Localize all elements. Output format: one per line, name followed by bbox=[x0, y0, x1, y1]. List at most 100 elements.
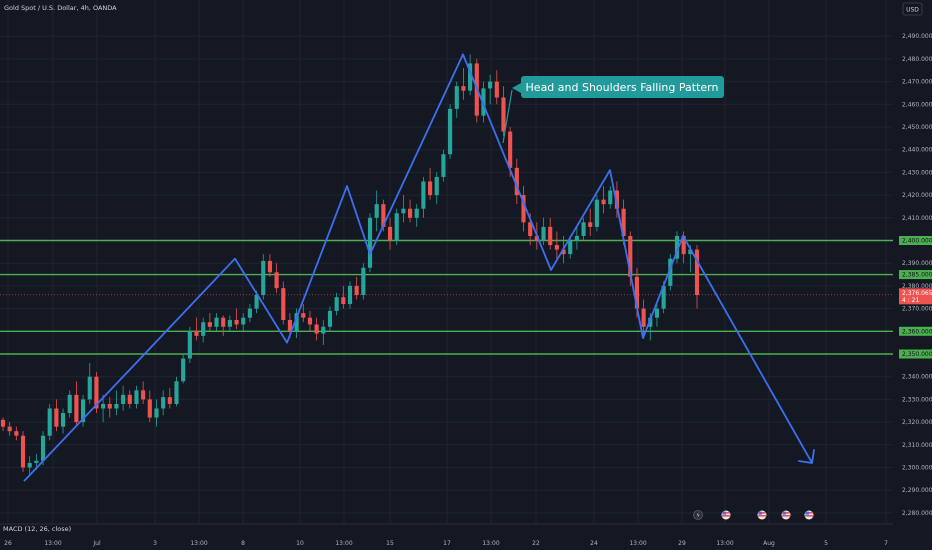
candle-body bbox=[67, 394, 72, 414]
candle-body bbox=[14, 431, 19, 436]
time-tick-label: Jul bbox=[92, 540, 101, 547]
candle-body bbox=[461, 86, 466, 91]
candle-body bbox=[407, 208, 413, 218]
annotation-box bbox=[521, 76, 724, 98]
candle-body bbox=[534, 235, 539, 241]
candle-body bbox=[221, 317, 226, 327]
candle-body bbox=[674, 235, 680, 259]
candle-body bbox=[401, 208, 406, 214]
candle-body bbox=[421, 181, 426, 209]
price-tick-label: 2,410.000 bbox=[902, 215, 932, 222]
price-tick-label: 2,460.000 bbox=[902, 101, 932, 108]
pattern-annotation: Head and Shoulders Falling Pattern bbox=[512, 76, 724, 98]
price-tick-label: 2,290.000 bbox=[902, 487, 932, 494]
candle-body bbox=[154, 408, 159, 418]
candle-body bbox=[347, 285, 353, 305]
candle-body bbox=[367, 217, 373, 268]
candle-body bbox=[287, 319, 293, 332]
candle-body bbox=[321, 326, 326, 334]
price-tick-label: 2,310.000 bbox=[902, 442, 932, 449]
us-flag-event-icon[interactable] bbox=[721, 510, 731, 520]
candle-body bbox=[361, 267, 366, 295]
candle-body bbox=[334, 297, 339, 311]
candle-body bbox=[20, 435, 26, 468]
time-tick-label: 24 bbox=[590, 540, 598, 547]
time-tick-label: 15 bbox=[386, 540, 394, 547]
candle-body bbox=[274, 272, 279, 289]
price-label-text: 2,350.000 bbox=[902, 351, 932, 358]
price-tick-label: 2,420.000 bbox=[902, 192, 932, 199]
candle-body bbox=[194, 331, 199, 336]
price-tick-label: 2,430.000 bbox=[902, 169, 932, 176]
currency-box[interactable] bbox=[902, 2, 923, 16]
price-label-text: 2,400.000 bbox=[902, 238, 932, 245]
candle-body bbox=[261, 260, 266, 295]
candle-body bbox=[394, 213, 399, 241]
time-tick-label: 13:00 bbox=[335, 540, 352, 547]
candle-body bbox=[654, 308, 660, 318]
candle-body bbox=[614, 190, 619, 209]
candle-body bbox=[374, 204, 379, 218]
time-tick-label: 13:00 bbox=[716, 540, 733, 547]
macd-label: MACD (12, 26, close) bbox=[3, 525, 71, 533]
candle-body bbox=[147, 399, 152, 418]
candle-body bbox=[227, 319, 232, 327]
price-tick-label: 2,280.000 bbox=[902, 510, 932, 517]
candle-body bbox=[174, 381, 179, 404]
candle-body bbox=[94, 376, 99, 409]
currency-label: USD bbox=[906, 7, 919, 14]
candle-body bbox=[434, 176, 439, 196]
annotation-text: Head and Shoulders Falling Pattern bbox=[526, 81, 719, 94]
time-tick-label: 22 bbox=[532, 540, 540, 547]
head-and-shoulders-path bbox=[23, 53, 813, 482]
price-tick-label: 2,340.000 bbox=[902, 374, 932, 381]
time-tick-label: 17 bbox=[443, 540, 451, 547]
symbol-title: Gold Spot / U.S. Dollar, 4h, OANDA bbox=[4, 4, 117, 12]
candle-body bbox=[40, 435, 46, 461]
candle-body bbox=[681, 235, 686, 255]
candle-body bbox=[214, 317, 219, 327]
candle-body bbox=[234, 319, 239, 325]
candle-body bbox=[0, 419, 6, 427]
time-tick-label: 8 bbox=[241, 540, 245, 547]
time-tick-label: 13:00 bbox=[190, 540, 207, 547]
price-axis[interactable]: USD 2,280.000 2,290.000 2,300.000 2,310.000… bbox=[893, 0, 932, 550]
time-tick-label: 7 bbox=[884, 540, 888, 547]
candle-body bbox=[307, 317, 313, 325]
candle-body bbox=[641, 308, 646, 327]
price-tick-label: 2,370.000 bbox=[902, 306, 932, 313]
candle-body bbox=[568, 240, 573, 255]
candle-body bbox=[608, 190, 613, 205]
candle-body bbox=[481, 88, 486, 116]
candle-body bbox=[107, 403, 112, 409]
us-flag-event-icon[interactable] bbox=[804, 510, 814, 520]
candle-body bbox=[494, 81, 499, 98]
support-resistance-levels bbox=[0, 239, 893, 355]
candle-body bbox=[648, 317, 653, 327]
lightning-glyph bbox=[696, 511, 700, 519]
candle-body bbox=[488, 81, 493, 89]
candle-body bbox=[601, 199, 606, 205]
price-label-box bbox=[899, 326, 932, 336]
us-flag-event-icon[interactable] bbox=[781, 510, 791, 520]
candle-body bbox=[341, 297, 346, 305]
candle-body bbox=[441, 154, 446, 177]
events-row bbox=[693, 510, 814, 520]
candle-body bbox=[127, 394, 132, 404]
time-tick-label: 3 bbox=[153, 540, 157, 547]
price-tick-label: 2,300.000 bbox=[902, 465, 932, 472]
time-tick-label: 13:00 bbox=[44, 540, 61, 547]
candle-body bbox=[381, 204, 386, 227]
candle-body bbox=[668, 258, 673, 286]
candle-body bbox=[468, 63, 473, 91]
price-tick-label: 2,490.000 bbox=[902, 33, 932, 40]
us-flag-event-icon[interactable] bbox=[757, 510, 767, 520]
time-tick-label: Aug bbox=[763, 540, 775, 547]
price-tick-label: 2,320.000 bbox=[902, 419, 932, 426]
annotation-pointer bbox=[512, 83, 521, 93]
price-tick-label: 2,480.000 bbox=[902, 56, 932, 63]
candle-body bbox=[588, 222, 593, 227]
candle-body bbox=[101, 403, 106, 409]
